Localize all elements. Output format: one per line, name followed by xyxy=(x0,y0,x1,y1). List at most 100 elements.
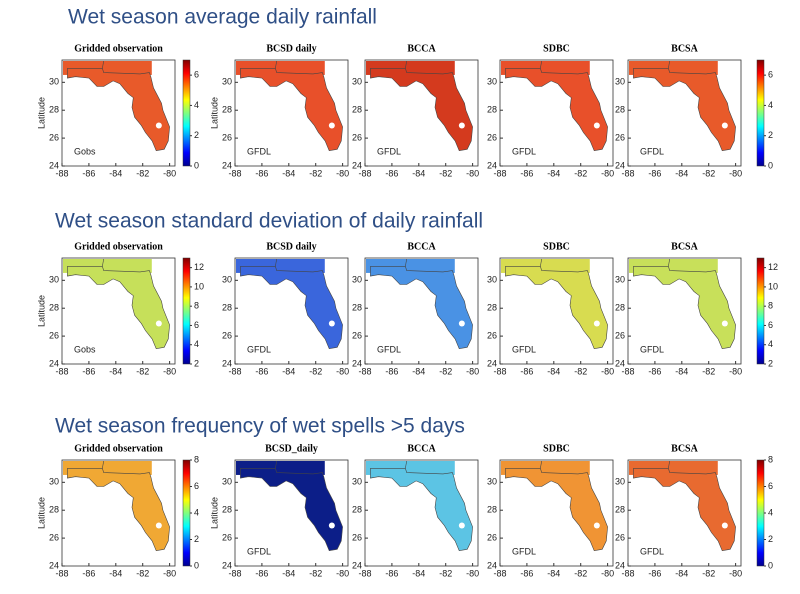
x-tick-label: -80 xyxy=(163,568,176,578)
y-tick-label: 28 xyxy=(49,505,59,515)
colorbar-tick-label: 2 xyxy=(768,358,773,368)
panel-title: BCSA xyxy=(671,241,698,252)
x-tick-label: -86 xyxy=(385,168,398,178)
colorbar-tick-label: 4 xyxy=(194,339,199,349)
y-tick-label: 26 xyxy=(487,532,497,542)
colorbar-tick-label: 0 xyxy=(194,560,199,570)
state-border xyxy=(540,460,542,469)
x-tick-label: -82 xyxy=(309,366,322,376)
panel-title: BCSD daily xyxy=(266,241,316,252)
x-tick-label: -82 xyxy=(136,568,149,578)
state-border xyxy=(102,60,104,69)
y-tick-label: 28 xyxy=(615,303,625,313)
map-florida xyxy=(370,266,473,350)
state-border xyxy=(540,60,542,69)
y-axis-label: Latitude xyxy=(209,97,219,129)
lake xyxy=(721,320,728,327)
y-tick-label: 24 xyxy=(615,358,625,368)
panel-label: GFDL xyxy=(377,344,401,354)
panel-label: Gobs xyxy=(74,146,96,156)
colorbar-tick-label: 6 xyxy=(194,481,199,491)
y-tick-label: 28 xyxy=(222,105,232,115)
x-tick-label: -86 xyxy=(385,366,398,376)
colorbar xyxy=(182,257,191,365)
row-title: Wet season standard deviation of daily r… xyxy=(55,210,483,233)
y-axis-label: Latitude xyxy=(36,497,46,529)
y-tick-label: 30 xyxy=(615,275,625,285)
y-tick-label: 30 xyxy=(222,77,232,87)
state-border xyxy=(102,258,104,267)
colorbar-tick-label: 6 xyxy=(768,481,773,491)
y-tick-label: 30 xyxy=(222,275,232,285)
panel-label: GFDL xyxy=(247,146,271,156)
x-tick-label: -86 xyxy=(82,168,95,178)
y-tick-label: 24 xyxy=(487,358,497,368)
panel-title: BCSA xyxy=(671,43,698,54)
colorbar-tick-label: 6 xyxy=(768,70,773,80)
y-tick-label: 30 xyxy=(487,477,497,487)
x-tick-label: -84 xyxy=(109,366,122,376)
x-tick-label: -84 xyxy=(675,366,688,376)
x-tick-label: -84 xyxy=(675,168,688,178)
x-tick-label: -88 xyxy=(621,168,634,178)
map-florida xyxy=(67,266,170,350)
y-tick-label: 28 xyxy=(487,505,497,515)
x-tick-label: -82 xyxy=(702,168,715,178)
x-tick-label: -80 xyxy=(729,168,742,178)
x-tick-label: -80 xyxy=(601,366,614,376)
x-tick-label: -88 xyxy=(621,366,634,376)
y-tick-label: 30 xyxy=(352,77,362,87)
x-tick-label: -88 xyxy=(228,168,241,178)
x-tick-label: -80 xyxy=(601,168,614,178)
panel-label: GFDL xyxy=(640,546,664,556)
lake xyxy=(155,522,162,529)
y-tick-label: 26 xyxy=(352,132,362,142)
y-tick-label: 28 xyxy=(352,303,362,313)
colorbar-tick-label: 12 xyxy=(768,262,778,272)
x-tick-label: -84 xyxy=(412,366,425,376)
panel-title: Gridded observation xyxy=(74,43,163,54)
colorbar-tick-label: 2 xyxy=(194,130,199,140)
x-tick-label: -84 xyxy=(109,168,122,178)
colorbar-tick-label: 2 xyxy=(768,130,773,140)
state-border xyxy=(405,60,407,69)
y-tick-label: 28 xyxy=(49,105,59,115)
x-tick-label: -80 xyxy=(336,366,349,376)
x-tick-label: -80 xyxy=(729,568,742,578)
y-tick-label: 26 xyxy=(222,132,232,142)
colorbar-tick-label: 2 xyxy=(194,534,199,544)
lake xyxy=(328,522,335,529)
x-tick-label: -88 xyxy=(358,568,371,578)
x-tick-label: -84 xyxy=(547,168,560,178)
x-tick-label: -84 xyxy=(412,568,425,578)
map-florida xyxy=(505,468,608,552)
x-tick-label: -82 xyxy=(574,568,587,578)
x-tick-label: -80 xyxy=(601,568,614,578)
panel-title: Gridded observation xyxy=(74,443,163,454)
panel-title: SDBC xyxy=(543,43,570,54)
x-tick-label: -80 xyxy=(336,168,349,178)
y-tick-label: 24 xyxy=(222,358,232,368)
colorbar xyxy=(756,257,765,365)
y-tick-label: 28 xyxy=(615,105,625,115)
x-tick-label: -84 xyxy=(282,366,295,376)
x-tick-label: -88 xyxy=(228,568,241,578)
x-tick-label: -88 xyxy=(358,168,371,178)
x-tick-label: -88 xyxy=(493,366,506,376)
y-tick-label: 30 xyxy=(49,275,59,285)
map-florida xyxy=(633,468,736,552)
y-tick-label: 28 xyxy=(352,505,362,515)
x-tick-label: -84 xyxy=(675,568,688,578)
y-tick-label: 26 xyxy=(615,330,625,340)
y-tick-label: 24 xyxy=(49,358,59,368)
x-tick-label: -80 xyxy=(336,568,349,578)
lake xyxy=(458,522,465,529)
y-tick-label: 26 xyxy=(49,132,59,142)
lake xyxy=(155,320,162,327)
y-tick-label: 30 xyxy=(487,275,497,285)
y-tick-label: 26 xyxy=(487,132,497,142)
x-tick-label: -84 xyxy=(412,168,425,178)
panel-title: BCSD_daily xyxy=(265,443,318,454)
x-tick-label: -86 xyxy=(255,568,268,578)
